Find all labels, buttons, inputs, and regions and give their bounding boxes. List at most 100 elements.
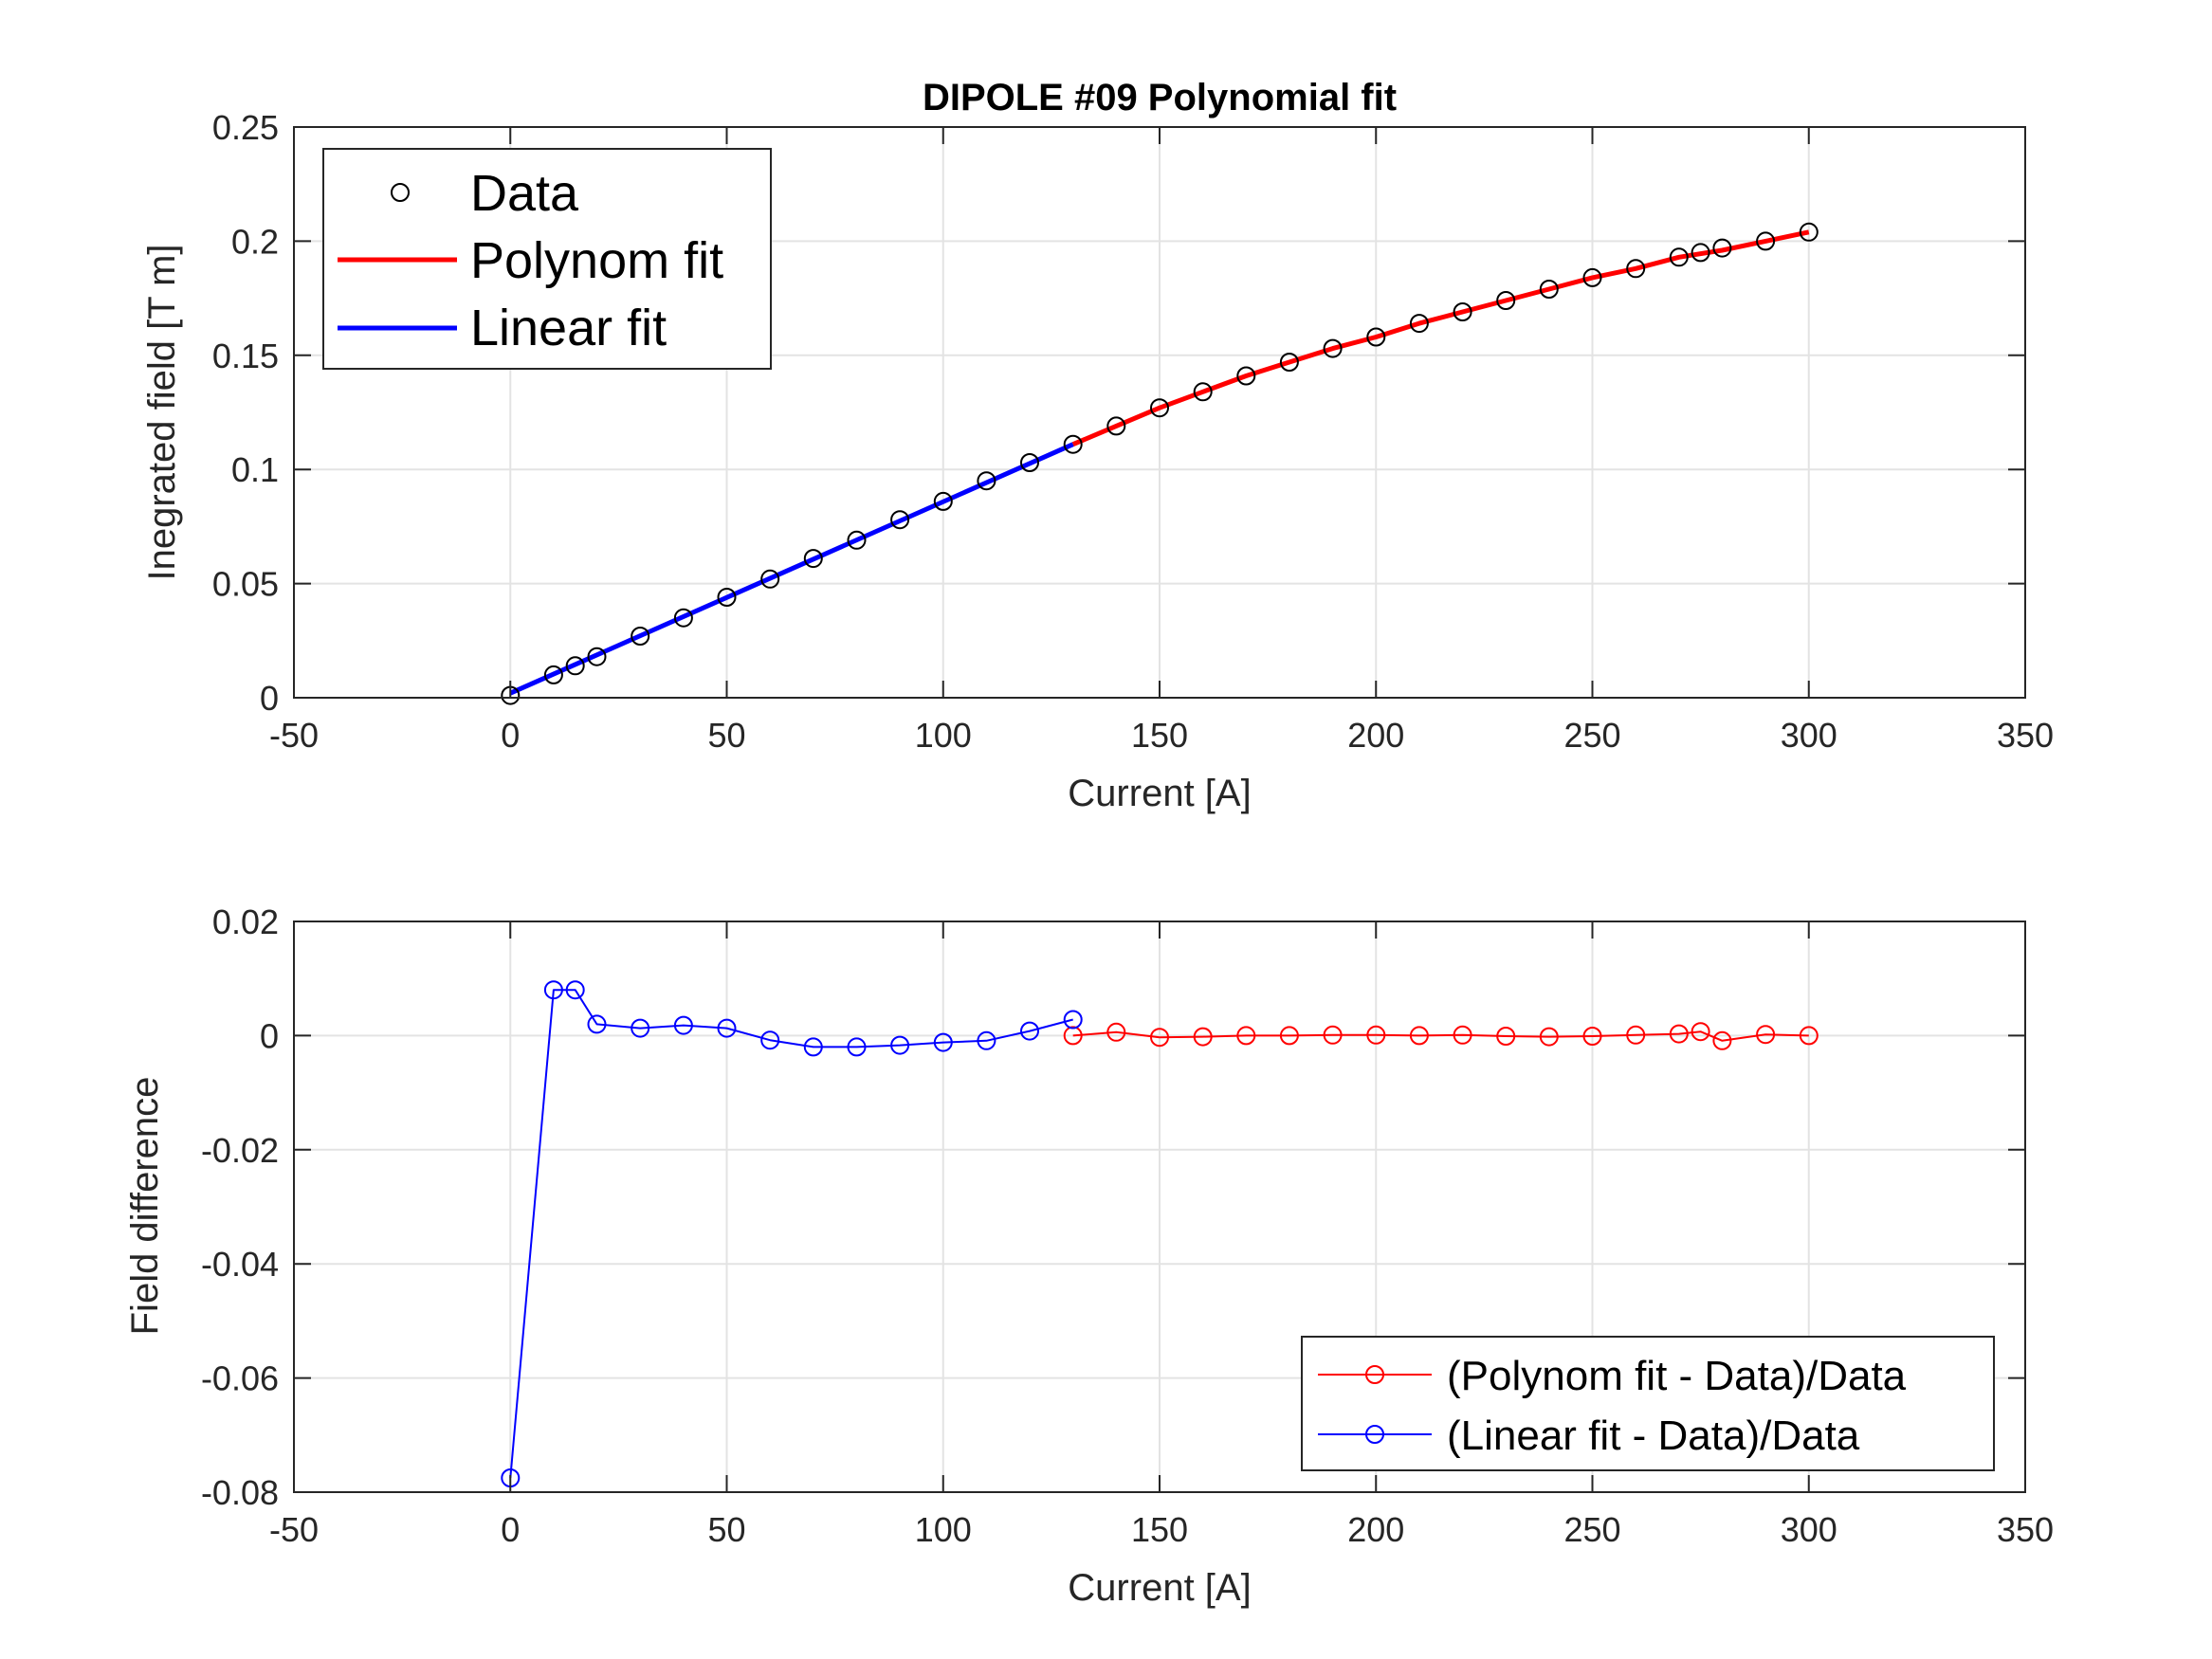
top-series-data-point [1496, 291, 1516, 310]
top-series-data-point [543, 665, 563, 684]
bottom-series-polynom-fit-data-data-point [1539, 1027, 1559, 1047]
legend-data-marker-icon [391, 183, 410, 202]
bottom-x-tick-label: 250 [1563, 1510, 1620, 1549]
top-series-data-point [1756, 231, 1776, 251]
bottom-series-polynom-fit-data-data-point [1409, 1026, 1429, 1046]
legend-linear-diff-label: (Linear fit - Data)/Data [1447, 1413, 1860, 1459]
bottom-series-polynom-fit-data-data-point [1323, 1025, 1343, 1045]
bottom-series-polynom-fit-data-data-point [1756, 1025, 1776, 1045]
bottom-y-tick-label: -0.08 [201, 1473, 279, 1512]
legend-linear-fit-label: Linear fit [470, 300, 667, 356]
bottom-series-polynom-fit-data-data-point [1453, 1025, 1472, 1045]
bottom-series-polynom-fit-data-data-point [1279, 1026, 1299, 1046]
top-series-data-point [977, 471, 996, 491]
top-series-data-point [1106, 416, 1126, 436]
bottom-x-tick-label: -50 [269, 1510, 319, 1549]
top-y-tick-label: 0.25 [212, 108, 279, 147]
top-series [501, 222, 1819, 705]
bottom-x-tick-label: 350 [1997, 1510, 2054, 1549]
top-series-data-point [803, 549, 823, 569]
bottom-y-tick-label: -0.04 [201, 1245, 279, 1284]
top-series-data-point [1193, 382, 1213, 402]
bottom-series-linear-fit-data-data-point [890, 1035, 910, 1055]
top-series-data-point [760, 569, 780, 589]
top-series-data-point [673, 608, 693, 628]
bottom-y-tick-label: -0.06 [201, 1359, 279, 1398]
top-series-data-point [1691, 243, 1710, 263]
bottom-axes: -50 0 50 100 150 200 250 300 350 -0.08 -0.06 -0.04 -… [124, 902, 2054, 1609]
top-series-data-point [1323, 338, 1343, 358]
top-series-data-point [1409, 314, 1429, 334]
legend-polynom-fit-label: Polynom fit [470, 232, 723, 289]
top-x-tick-label: 50 [707, 716, 745, 755]
top-series-data-point [1582, 267, 1602, 287]
bottom-series-linear-fit-data-data-line [509, 989, 1073, 1479]
bottom-series-polynom-fit-data-data-point [1799, 1026, 1819, 1046]
top-y-tick-label: 0.15 [212, 337, 279, 375]
bottom-series-polynom-fit-data-data-point [1626, 1025, 1646, 1045]
top-x-tick-label: 150 [1131, 716, 1188, 755]
top-series-data-point [587, 647, 607, 666]
top-series-data-point [631, 627, 650, 646]
bottom-y-tick-label: -0.02 [201, 1131, 279, 1170]
bottom-x-tick-label: 300 [1781, 1510, 1837, 1549]
top-series-data-point [1799, 222, 1819, 242]
bottom-ticks: -50 0 50 100 150 200 250 300 350 -0.08 -0.06 -0.04 -… [201, 902, 2054, 1549]
top-series-data-point [1539, 280, 1559, 299]
top-series-data-point [933, 491, 953, 511]
bottom-series-polynom-fit-data-data-point [1712, 1030, 1732, 1050]
top-series-data-point [1279, 353, 1299, 372]
top-series-data-point [1150, 398, 1169, 418]
bottom-series-polynom-fit-data-data-point [1193, 1027, 1213, 1047]
top-series-data-point [565, 656, 585, 676]
bottom-series-polynom-fit-data-data-point [1366, 1025, 1386, 1045]
top-axes: -50 0 50 100 150 200 250 300 35000.050.10.150.20… [141, 77, 2054, 814]
top-series-data-point [847, 530, 867, 550]
top-x-tick-label: 350 [1997, 716, 2054, 755]
bottom-series-linear-fit-data-data-point [1020, 1021, 1039, 1041]
top-legend: Data Polynom fit Linear fit [322, 148, 772, 370]
bottom-series-polynom-fit-data-data-point [1063, 1026, 1083, 1046]
bottom-series-polynom-fit-data-data-point [1150, 1028, 1169, 1048]
top-x-tick-label: 300 [1781, 716, 1837, 755]
bottom-series-polynom-fit-data-data-point [1691, 1022, 1710, 1042]
top-y-axis-label: Inegrated field [T m] [141, 245, 183, 581]
bottom-series-polynom-fit-data-data-point [1106, 1022, 1126, 1042]
top-series-data-point [1669, 247, 1689, 267]
top-series-data-point [890, 510, 910, 530]
bottom-series-linear-fit-data-data-point [631, 1018, 650, 1038]
bottom-x-tick-label: 0 [501, 1510, 520, 1549]
top-series-data-point [717, 588, 737, 607]
bottom-series-polynom-fit-data-data-line [1072, 1030, 1809, 1042]
top-y-tick-label: 0 [260, 679, 279, 718]
top-x-tick-label: 100 [915, 716, 972, 755]
top-y-tick-label: 0.05 [212, 565, 279, 604]
bottom-series-linear-fit-data-data-point [543, 980, 563, 1000]
bottom-series-linear-fit-data-data-point [847, 1037, 867, 1057]
bottom-y-tick-label: 0 [260, 1016, 279, 1055]
bottom-series [501, 980, 1819, 1487]
top-x-tick-label: 0 [501, 716, 520, 755]
bottom-series-linear-fit-data-data-point [760, 1030, 780, 1050]
bottom-x-tick-label: 150 [1131, 1510, 1188, 1549]
top-series-data-point [1453, 302, 1472, 321]
bottom-y-tick-label: 0.02 [212, 902, 279, 941]
top-chart-title: DIPOLE #09 Polynomial fit [923, 77, 1397, 118]
legend-data-label: Data [470, 165, 579, 222]
bottom-series-linear-fit-data-data-point [977, 1030, 996, 1050]
bottom-series-linear-fit-data-data-point [933, 1032, 953, 1052]
top-series-data-point [1236, 366, 1256, 386]
bottom-x-tick-label: 200 [1347, 1510, 1404, 1549]
bottom-legend: (Polynom fit - Data)/Data (Linear fit - … [1301, 1336, 1995, 1471]
bottom-series-linear-fit-data-data-point [673, 1015, 693, 1035]
legend-linear-diff-marker-icon [1365, 1425, 1384, 1444]
bottom-x-axis-label: Current [A] [1068, 1567, 1251, 1609]
bottom-x-tick-label: 100 [915, 1510, 972, 1549]
top-x-tick-label: 200 [1347, 716, 1404, 755]
top-y-tick-label: 0.1 [231, 450, 279, 489]
bottom-series-polynom-fit-data-data-point [1496, 1027, 1516, 1046]
top-series-data-point [1020, 453, 1039, 472]
legend-polynom-diff-marker-icon [1365, 1365, 1384, 1384]
top-series-data-point [1063, 434, 1083, 454]
